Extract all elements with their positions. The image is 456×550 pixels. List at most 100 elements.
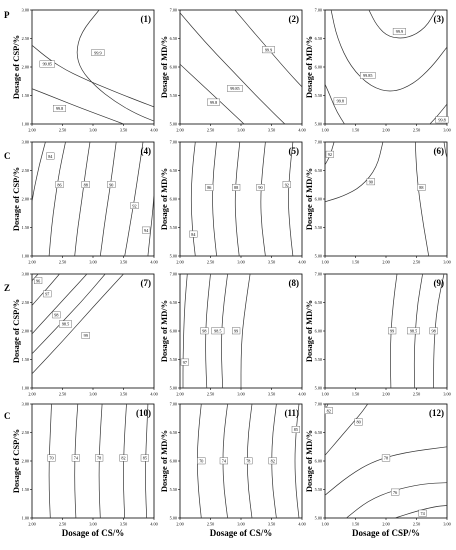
panel-2-contour-0 xyxy=(180,63,245,124)
panel-8-ylabel: Dosage of MD/% xyxy=(159,300,169,362)
panel-2: 99.8 99.85 99.9 2.00 2.50 3.00 3.50 4.00 5.00 5.5… xyxy=(159,8,306,133)
panel-4-level-box-3 xyxy=(107,181,116,188)
panel-5-ytick-label-2: 6.00 xyxy=(170,197,177,202)
panel-6-level-box-0 xyxy=(325,150,335,158)
panel-5-xtick-label-4: 4.00 xyxy=(298,260,305,265)
panel-11-xtick-label-2: 3.00 xyxy=(237,522,244,527)
panel-4-ylabel: Dosage of CSP/% xyxy=(11,167,21,231)
panel-12-ytick-label-1: 5.50 xyxy=(315,487,322,492)
panel-9-level-box-2 xyxy=(429,327,438,335)
panel-4-level-label-3: 90 xyxy=(109,182,113,187)
panel-12-level-label-1: 80 xyxy=(357,420,361,425)
panel-1-xtick-label-3: 3.50 xyxy=(120,128,127,133)
panel-6-xtick-label-4: 3.00 xyxy=(443,260,450,265)
panel-10-ytick-label-0: 1.00 xyxy=(22,516,29,521)
panel-10-level-label-4: 85 xyxy=(143,456,147,461)
panel-1-level-box-1 xyxy=(39,60,55,68)
panel-10-xtick-label-4: 4.00 xyxy=(150,522,157,527)
panel-7-ytick-label-3: 2.50 xyxy=(22,300,29,305)
panel-5-frame xyxy=(179,141,303,257)
panel-5-level-box-1 xyxy=(205,183,214,191)
panel-7-level-label-4: 99 xyxy=(84,333,88,338)
panel-9-xtick-label-0: 1.00 xyxy=(321,392,328,397)
row-label-4: C xyxy=(4,411,11,421)
panel-10-level-box-4 xyxy=(140,454,150,462)
panel-5-ytick-label-3: 6.50 xyxy=(170,168,177,173)
panel-12-level-box-4 xyxy=(418,509,427,517)
panel-5: 84 86 88 90 92 2.00 2.50 3.00 3.50 4.00 5.00 5.50 6.… xyxy=(159,140,306,265)
panel-9-xtick-label-4: 3.00 xyxy=(443,392,450,397)
panel-4-level-box-5 xyxy=(141,226,151,234)
panel-9-number: (9) xyxy=(434,278,445,288)
bottom-xlabel-2: Dosage of CS/% xyxy=(210,528,273,538)
panel-6-ytick-label-3: 6.50 xyxy=(315,168,322,173)
panel-11-xtick-label-4: 4.00 xyxy=(298,522,305,527)
panel-7-level-box-3 xyxy=(59,320,73,328)
panel-4-xtick-label-3: 3.50 xyxy=(120,260,127,265)
panel-2-xtick-label-2: 3.00 xyxy=(237,128,244,133)
panel-7-xtick-label-3: 3.50 xyxy=(120,392,127,397)
panel-10-xtick-label-1: 2.50 xyxy=(59,522,66,527)
panel-2-xtick-label-4: 4.00 xyxy=(298,128,305,133)
panel-4-xtick-label-0: 2.00 xyxy=(28,260,35,265)
panel-7-xtick-label-0: 2.00 xyxy=(28,392,35,397)
panel-7-number: (7) xyxy=(141,278,152,288)
panel-2-ylabel: Dosage of MD/% xyxy=(159,36,169,98)
panel-3-xtick-label-2: 2.00 xyxy=(382,128,389,133)
panel-8-xtick-label-0: 2.00 xyxy=(176,392,183,397)
panel-10-number: (10) xyxy=(136,408,151,418)
panel-9-ytick-label-4: 7.00 xyxy=(315,272,322,277)
panel-6-level-label-1: 90 xyxy=(369,179,373,184)
panel-7-level-box-1 xyxy=(43,290,52,298)
panel-12-xtick-label-1: 1.50 xyxy=(352,522,359,527)
panel-9-level-label-2: 98 xyxy=(432,329,436,334)
panel-4-ytick-label-1: 1.50 xyxy=(22,225,29,230)
panel-11-level-box-4 xyxy=(291,426,301,433)
panel-5-ytick-label-0: 5.00 xyxy=(170,254,177,259)
panel-3-number: (3) xyxy=(434,14,445,24)
panel-2-number: (2) xyxy=(289,14,300,24)
panel-8-ytick-label-0: 5.00 xyxy=(170,386,177,391)
panel-7-contour-3 xyxy=(32,274,106,355)
panel-9-xtick-label-1: 1.50 xyxy=(352,392,359,397)
panel-5-contour-1 xyxy=(212,142,217,256)
panel-2-xtick-label-1: 2.50 xyxy=(207,128,214,133)
panel-6-ytick-label-2: 6.00 xyxy=(315,197,322,202)
panel-10-xtick-label-2: 3.00 xyxy=(89,522,96,527)
panel-7-level-label-0: 96 xyxy=(36,278,40,283)
panel-5-xtick-label-3: 3.50 xyxy=(268,260,275,265)
panel-8-level-label-1: 98 xyxy=(202,329,206,334)
panel-3-xtick-label-0: 1.00 xyxy=(321,128,328,133)
panel-3-contour-0 xyxy=(325,83,345,124)
panel-8-xtick-label-1: 2.50 xyxy=(207,392,214,397)
panel-3-level-label-2: 99.9 xyxy=(396,29,403,34)
panel-6-level-box-2 xyxy=(417,183,426,191)
panel-10-level-label-3: 82 xyxy=(121,456,125,461)
panel-4-ytick-label-2: 2.00 xyxy=(22,197,29,202)
panel-5-level-label-0: 84 xyxy=(191,232,196,237)
panel-1-level-label-2: 99.9 xyxy=(94,50,101,55)
panel-3: 99.8 99.8 99.85 99.9 1.00 1.50 2.00 2.50 3.00 5.0… xyxy=(304,8,451,133)
panel-7-xtick-label-2: 3.00 xyxy=(89,392,96,397)
panel-4-level-label-1: 86 xyxy=(57,182,61,187)
panel-12: 82 80 78 76 74 1.00 1.50 2.00 2.50 3.00 5.00 5.50 6.… xyxy=(304,402,451,539)
panel-3-level-label-0: 99.8 xyxy=(337,99,344,104)
panel-6-frame xyxy=(324,141,448,257)
panel-10: 70 74 78 82 85 2.00 2.50 3.00 3.50 4.00 1.00 1.50 2.… xyxy=(11,402,158,527)
panel-7-contour-2 xyxy=(32,274,88,335)
panel-11-ytick-label-3: 6.50 xyxy=(170,430,177,435)
panel-12-xtick-label-2: 2.00 xyxy=(382,522,389,527)
panel-3-level-box-1 xyxy=(360,71,376,79)
panel-8-ytick-label-3: 6.50 xyxy=(170,300,177,305)
panel-12-number: (12) xyxy=(429,408,444,418)
panel-11-number: (11) xyxy=(285,408,300,418)
panel-10-ytick-label-1: 1.50 xyxy=(22,487,29,492)
panel-12-level-label-4: 74 xyxy=(421,511,426,516)
panel-6-level-label-0: 92 xyxy=(328,152,332,157)
panel-4-level-label-4: 92 xyxy=(132,203,136,208)
panel-11-ytick-label-4: 7.00 xyxy=(170,402,177,407)
panel-4-contour-2 xyxy=(74,142,91,256)
panel-11-ytick-label-2: 6.00 xyxy=(170,459,177,464)
panel-7-level-label-3: 98.5 xyxy=(62,322,69,327)
panel-9-ytick-label-1: 5.50 xyxy=(315,357,322,362)
